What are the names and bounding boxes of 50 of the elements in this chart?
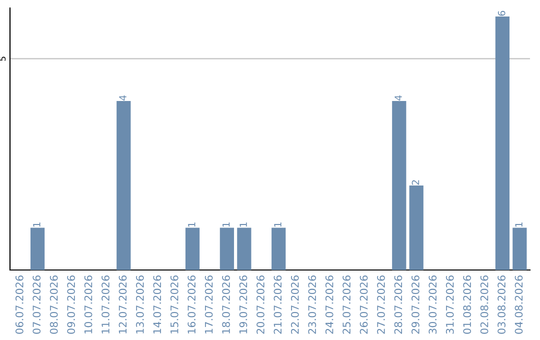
bar xyxy=(512,228,527,270)
x-tick-label: 16.07.2026 xyxy=(188,276,196,334)
x-tick-label: 14.07.2026 xyxy=(153,276,162,334)
bar xyxy=(272,228,286,270)
bar xyxy=(116,100,131,270)
x-tick-label: 01.08.2026 xyxy=(463,276,472,334)
x-tick-label: 23.07.2026 xyxy=(308,276,316,334)
x-tick-label: 08.07.2026 xyxy=(50,276,58,334)
bar xyxy=(237,228,252,270)
x-tick-label: 17.07.2026 xyxy=(204,276,213,334)
data-label: 1 xyxy=(515,222,522,227)
x-tick-label: 19.07.2026 xyxy=(239,276,248,334)
bar xyxy=(220,228,234,270)
x-tick-label: 27.07.2026 xyxy=(377,276,385,334)
x-tick-label: 18.07.2026 xyxy=(222,276,230,334)
x-tick-label: 28.07.2026 xyxy=(394,276,402,334)
x-tick-label: 06.07.2026 xyxy=(15,276,24,334)
x-tick-label: 26.07.2026 xyxy=(360,276,368,334)
x-tick-label: 22.07.2026 xyxy=(290,276,299,334)
x-tick-label: 13.07.2026 xyxy=(136,276,144,334)
x-tick-label: 24.07.2026 xyxy=(325,276,334,334)
bar xyxy=(30,228,45,270)
x-tick-label: 02.08.2026 xyxy=(480,276,488,334)
data-label: 1 xyxy=(274,222,282,227)
x-tick-label: 25.07.2026 xyxy=(342,276,351,334)
x-tick-label: 10.07.2026 xyxy=(84,276,92,334)
bar xyxy=(409,185,424,270)
data-label: 6 xyxy=(498,10,506,16)
x-tick-label: 30.07.2026 xyxy=(428,276,437,334)
x-tick-label: 20.07.2026 xyxy=(256,276,264,334)
bar xyxy=(392,100,406,270)
data-label: 1 xyxy=(240,222,247,227)
x-tick-label: 29.07.2026 xyxy=(412,276,420,334)
x-tick-label: 31.07.2026 xyxy=(446,276,454,334)
x-tick-label: 04.08.2026 xyxy=(514,276,523,334)
data-label: 2 xyxy=(412,180,420,185)
x-tick-label: 07.07.2026 xyxy=(32,276,41,334)
x-tick-label: 21.07.2026 xyxy=(274,276,282,334)
data-label: 4 xyxy=(394,95,402,100)
x-tick-label: 12.07.2026 xyxy=(118,276,127,334)
x-tick-label: 11.07.2026 xyxy=(102,276,110,334)
data-label: 1 xyxy=(222,222,230,227)
data-label: 1 xyxy=(188,222,196,227)
x-tick-label: 09.07.2026 xyxy=(67,276,76,334)
x-tick-label: 15.07.2026 xyxy=(170,276,178,334)
bar xyxy=(495,16,510,270)
data-label: 1 xyxy=(33,222,40,227)
x-tick-label: 03.08.2026 xyxy=(498,276,506,334)
bar xyxy=(185,228,200,270)
data-label: 4 xyxy=(119,95,126,100)
